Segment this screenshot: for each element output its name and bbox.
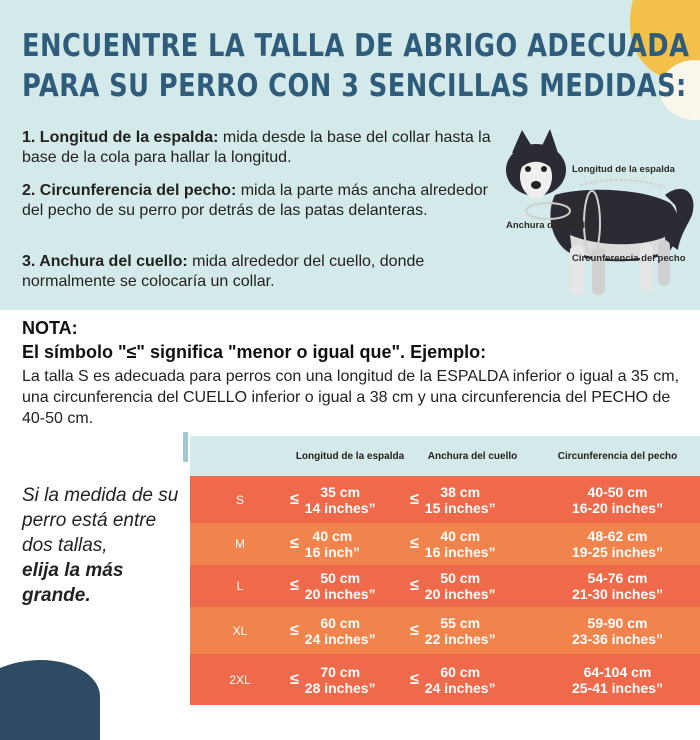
value-inches: 19-25 inches” xyxy=(571,544,664,560)
side-note-emphasis: elija la más grande. xyxy=(22,560,124,606)
table-row: XL ≤60 cm 24 inches” ≤55 cm 22 inches” 59-90 … xyxy=(190,607,700,654)
le-symbol: ≤ xyxy=(290,490,299,508)
instruction-chest-circumference: 2. Circunferencia del pecho: mida la par… xyxy=(22,181,492,221)
value-inches: 23-36 inches” xyxy=(571,630,664,647)
headline-line-2: PARA SU PERRO CON 3 SENCILLAS MEDIDAS: xyxy=(22,68,687,104)
value-cm: 38 cm xyxy=(440,483,481,500)
diagram-label-chest-circumference: Circunferencia del pecho xyxy=(572,253,686,264)
le-symbol: ≤ xyxy=(290,577,299,594)
value-cm: 50 cm xyxy=(440,570,481,586)
value-cm: 54-76 cm xyxy=(587,570,648,586)
neck-width-cell: ≤60 cm 24 inches” xyxy=(410,664,535,696)
value-inches: 28 inches” xyxy=(304,679,376,696)
table-row: 2XL ≤70 cm 28 inches” ≤60 cm 24 inches” 64-10… xyxy=(190,654,700,705)
size-label: XL xyxy=(232,623,248,638)
value-inches: 22 inches” xyxy=(424,630,496,647)
value-inches: 16-20 inches” xyxy=(571,499,664,516)
side-note: Si la medida de su perro está entre dos … xyxy=(22,483,192,608)
chest-cell: 64-104 cm 25-41 inches” xyxy=(535,664,700,696)
value-inches: 15 inches” xyxy=(424,499,496,516)
le-symbol: ≤ xyxy=(410,621,419,639)
chest-cell: 48-62 cm 19-25 inches” xyxy=(535,528,700,560)
chest-cell: 54-76 cm 21-30 inches” xyxy=(535,570,700,602)
size-label: 2XL xyxy=(229,672,251,687)
le-symbol: ≤ xyxy=(410,535,419,552)
value-cm: 55 cm xyxy=(440,614,481,631)
value-cm: 60 cm xyxy=(320,614,361,631)
chest-cell: 59-90 cm 23-36 inches” xyxy=(535,615,700,647)
value-inches: 20 inches” xyxy=(304,586,376,602)
table-row: L ≤50 cm 20 inches” ≤50 cm 20 inches” 54-76 c… xyxy=(190,565,700,607)
value-inches: 14 inches” xyxy=(304,499,376,516)
le-symbol: ≤ xyxy=(290,621,299,639)
value-cm: 40 cm xyxy=(312,528,353,544)
instruction-term: 2. Circunferencia del pecho: xyxy=(22,182,237,199)
instruction-text: mida la parte más ancha alrededor del pe… xyxy=(22,182,488,219)
note-title: NOTA: xyxy=(22,318,78,338)
value-inches: 21-30 inches” xyxy=(571,586,664,602)
table-row: M ≤40 cm 16 inch” ≤40 cm 16 inches” 48-62 cm 1… xyxy=(190,523,700,565)
decorative-blob xyxy=(0,660,100,740)
instruction-text: mida desde la base del collar hasta la b… xyxy=(22,129,491,166)
le-symbol: ≤ xyxy=(290,535,299,552)
le-symbol: ≤ xyxy=(410,670,419,688)
value-cm: 50 cm xyxy=(320,570,361,586)
top-panel: ENCUENTRE LA TALLA DE ABRIGO ADECUADA PA… xyxy=(0,0,700,310)
instruction-term: 1. Longitud de la espalda: xyxy=(22,129,219,146)
value-inches: 25-41 inches” xyxy=(571,679,664,696)
value-inches: 16 inches” xyxy=(424,544,496,560)
instruction-term: 3. Anchura del cuello: xyxy=(22,253,188,270)
back-length-cell: ≤40 cm 16 inch” xyxy=(290,528,410,560)
neck-width-cell: ≤50 cm 20 inches” xyxy=(410,570,535,602)
size-label: L xyxy=(236,579,244,593)
note-subtitle: El símbolo "≤" significa "menor o igual … xyxy=(22,342,487,362)
value-cm: 64-104 cm xyxy=(583,663,652,680)
header-chest: Circunferencia del pecho xyxy=(557,450,678,462)
dog-measurement-illustration xyxy=(506,129,694,295)
instruction-neck-width: 3. Anchura del cuello: mida alrededor de… xyxy=(22,252,492,292)
diagram-label-back-length: Longitud de la espalda xyxy=(572,164,675,175)
size-table: Longitud de la espalda Anchura del cuell… xyxy=(190,436,700,705)
table-header: Longitud de la espalda Anchura del cuell… xyxy=(190,436,700,476)
instruction-text: mida alrededor del cuello, donde normalm… xyxy=(22,253,425,290)
neck-width-cell: ≤55 cm 22 inches” xyxy=(410,615,535,647)
value-cm: 70 cm xyxy=(320,663,361,680)
value-cm: 40-50 cm xyxy=(587,483,648,500)
header-back-length: Longitud de la espalda xyxy=(295,450,405,462)
value-inches: 16 inch” xyxy=(304,544,361,560)
le-symbol: ≤ xyxy=(410,490,419,508)
value-inches: 24 inches” xyxy=(304,630,376,647)
diagram-label-neck-width: Anchura del cuello xyxy=(506,220,591,231)
value-cm: 59-90 cm xyxy=(587,614,648,631)
instruction-back-length: 1. Longitud de la espalda: mida desde la… xyxy=(22,128,492,168)
size-label: M xyxy=(235,537,245,551)
value-inches: 24 inches” xyxy=(424,679,496,696)
back-length-cell: ≤35 cm 14 inches” xyxy=(290,484,410,516)
headline: ENCUENTRE LA TALLA DE ABRIGO ADECUADA PA… xyxy=(22,26,689,106)
value-inches: 20 inches” xyxy=(424,586,496,602)
header-neck-width: Anchura del cuello xyxy=(427,450,518,462)
size-label: S xyxy=(235,492,244,507)
table-row: S ≤35 cm 14 inches” ≤38 cm 15 inches” 40-50 c… xyxy=(190,476,700,523)
le-symbol: ≤ xyxy=(290,670,299,688)
back-length-cell: ≤70 cm 28 inches” xyxy=(290,664,410,696)
back-length-cell: ≤50 cm 20 inches” xyxy=(290,570,410,602)
neck-width-cell: ≤40 cm 16 inches” xyxy=(410,528,535,560)
back-length-cell: ≤60 cm 24 inches” xyxy=(290,615,410,647)
decorative-bar xyxy=(183,432,188,462)
value-cm: 48-62 cm xyxy=(587,528,648,544)
table-body: S ≤35 cm 14 inches” ≤38 cm 15 inches” 40-50 c… xyxy=(190,476,700,705)
headline-line-1: ENCUENTRE LA TALLA DE ABRIGO ADECUADA xyxy=(22,28,690,64)
value-cm: 40 cm xyxy=(440,528,481,544)
note-body: La talla S es adecuada para perros con u… xyxy=(22,368,680,427)
value-cm: 35 cm xyxy=(320,483,361,500)
neck-width-cell: ≤38 cm 15 inches” xyxy=(410,484,535,516)
chest-cell: 40-50 cm 16-20 inches” xyxy=(535,484,700,516)
value-cm: 60 cm xyxy=(440,663,481,680)
side-note-text: Si la medida de su perro está entre dos … xyxy=(22,485,179,556)
le-symbol: ≤ xyxy=(410,577,419,594)
